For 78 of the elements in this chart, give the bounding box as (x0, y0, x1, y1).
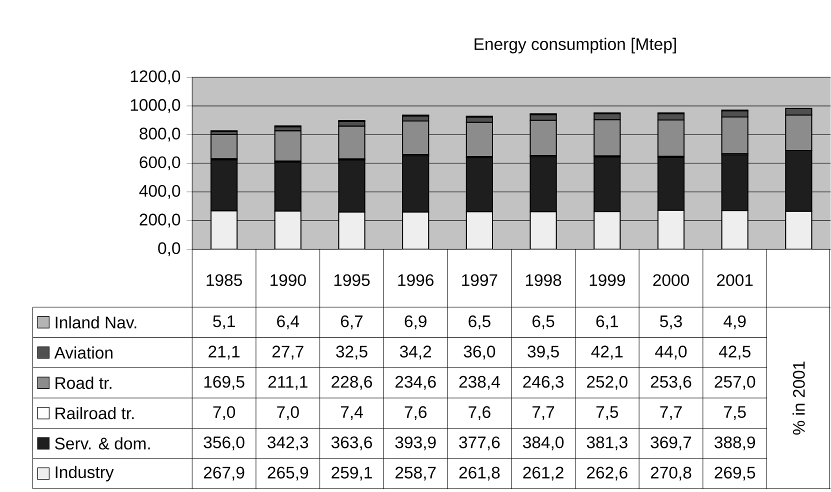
data-label: 7,4 (340, 406, 363, 420)
data-label: 381,3 (586, 436, 628, 450)
data-label: 6,9 (404, 316, 426, 330)
data-label: 270,8 (650, 466, 692, 481)
x-tick-label: 1996 (398, 274, 434, 286)
data-label: 39,5 (528, 346, 559, 360)
data-label: 238,4 (459, 376, 500, 390)
data-label: 211,1 (268, 376, 308, 390)
chart-title: Energy consumption [Mtep] (474, 38, 676, 54)
data-label: 6,1 (596, 316, 618, 330)
y-tick-label: 1000,0 (130, 99, 180, 114)
data-label: 267,9 (204, 466, 244, 481)
data-label: 7,6 (404, 406, 427, 420)
data-label: 342,3 (268, 436, 308, 450)
data-label: 393,9 (395, 436, 436, 450)
data-label: 21,1 (208, 346, 240, 360)
data-label: 252,0 (587, 376, 628, 390)
data-label: 265,9 (268, 466, 308, 481)
data-label: 269,5 (714, 466, 756, 481)
data-label: 261,8 (459, 466, 500, 481)
x-tick-label: 1995 (334, 274, 370, 286)
data-label: 388,9 (714, 436, 756, 450)
y-tick-label: 800,0 (140, 128, 180, 142)
data-label: 384,0 (523, 436, 564, 450)
x-tick-label: 2000 (653, 274, 689, 286)
data-label: 5,1 (213, 316, 235, 330)
data-label: 257,0 (714, 376, 756, 390)
data-label: 356,0 (204, 436, 244, 450)
data-label: 253,6 (650, 376, 692, 390)
data-label: 234,6 (396, 376, 436, 390)
x-tick-label: 1998 (526, 274, 562, 286)
legend-label: Aviation (54, 346, 112, 359)
data-label: 377,6 (459, 436, 500, 450)
x-tick-label: 1999 (590, 274, 625, 286)
text: % in 2001 (792, 362, 805, 435)
data-label: 4,9 (724, 316, 746, 330)
y-tick-label: 200,0 (140, 214, 180, 228)
data-label: 7,5 (596, 406, 618, 420)
data-label: 261,2 (523, 466, 564, 481)
x-tick-label: 2001 (717, 274, 753, 286)
data-label: 169,5 (204, 376, 244, 390)
legend-label: Road tr. (56, 376, 112, 390)
x-tick-label: 1990 (270, 274, 306, 286)
data-label: 32,5 (336, 346, 368, 360)
data-label: 262,6 (587, 466, 628, 481)
y-tick-label: 1200,0 (130, 70, 180, 84)
data-label: 258,7 (396, 466, 436, 481)
data-label: 7,6 (468, 406, 490, 420)
data-label: 6,4 (277, 316, 300, 330)
data-label: 7,7 (660, 406, 682, 420)
data-label: 246,3 (523, 376, 564, 390)
data-label: 27,7 (272, 346, 304, 360)
legend-label: Industry (56, 466, 114, 482)
data-label: 369,7 (650, 436, 692, 450)
x-tick-label: 1997 (462, 274, 498, 286)
data-label: 7,5 (724, 406, 746, 420)
y-tick-label: 400,0 (139, 185, 180, 199)
data-label: 6,5 (468, 316, 490, 330)
data-label: 34,2 (400, 346, 432, 360)
data-label: 5,3 (660, 316, 682, 330)
legend-label: Inland Nav. (56, 316, 136, 329)
data-label: 228,6 (332, 376, 372, 390)
data-label: 36,0 (464, 346, 496, 360)
data-label: 7,7 (532, 406, 554, 420)
data-label: 42,5 (718, 346, 750, 360)
data-label: 7,0 (277, 406, 299, 420)
legend-label: Railroad tr. (56, 407, 134, 420)
data-label: 6,5 (532, 316, 554, 330)
data-label: 44,0 (655, 346, 687, 360)
data-label: 6,7 (340, 316, 363, 330)
y-tick-label: 0,0 (158, 242, 180, 256)
legend-label: Serv. & dom. (55, 437, 150, 450)
data-label: 42,1 (591, 346, 623, 360)
data-label: 259,1 (332, 466, 372, 481)
data-label: 363,6 (331, 436, 372, 450)
y-tick-label: 600,0 (140, 156, 180, 170)
x-tick-label: 1985 (206, 274, 242, 286)
data-label: 7,0 (213, 406, 236, 420)
